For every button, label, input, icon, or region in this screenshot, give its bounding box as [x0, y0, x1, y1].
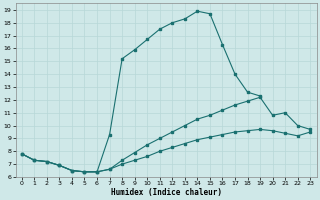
X-axis label: Humidex (Indice chaleur): Humidex (Indice chaleur): [110, 188, 221, 197]
